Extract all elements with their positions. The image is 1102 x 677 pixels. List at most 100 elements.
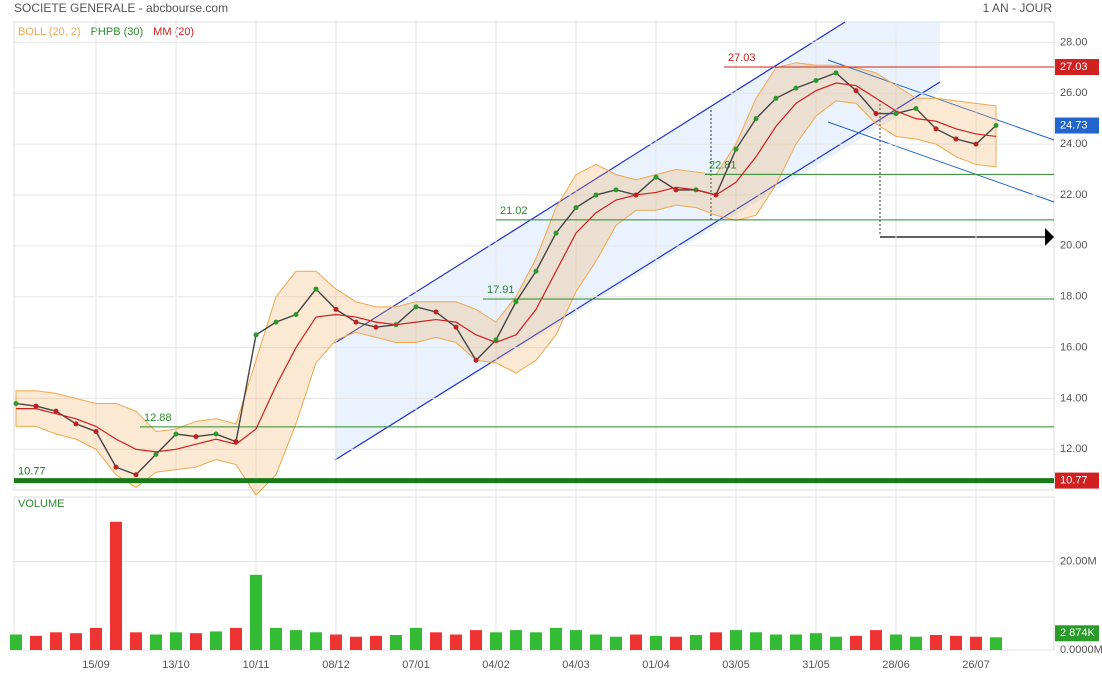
price-point <box>73 421 79 427</box>
price-point <box>873 111 879 117</box>
price-point <box>993 123 999 129</box>
price-line <box>15 72 997 476</box>
y-tick-label: 22.00 <box>1060 189 1088 201</box>
price-point <box>913 105 919 111</box>
last-volume-box <box>1055 625 1099 642</box>
volume-bar <box>630 634 642 650</box>
price-point <box>313 286 319 292</box>
volume-bar <box>110 521 122 650</box>
volume-bar <box>850 635 862 650</box>
volume-bar <box>830 636 842 650</box>
level-value-box <box>1055 59 1099 76</box>
volume-bar <box>450 634 462 650</box>
volume-bar <box>210 631 222 650</box>
volume-bar <box>130 632 142 650</box>
x-tick-label: 03/05 <box>722 659 750 671</box>
x-tick-label: 01/04 <box>642 659 670 671</box>
volume-bar <box>170 632 182 650</box>
price-point <box>733 146 739 152</box>
price-point <box>93 429 99 434</box>
volume-bar <box>710 632 722 650</box>
x-tick-label: 15/09 <box>82 659 110 671</box>
volume-bar <box>970 636 982 650</box>
x-tick-label: 28/06 <box>882 659 910 671</box>
x-tick-label: 13/10 <box>162 659 190 671</box>
price-point <box>153 451 159 457</box>
price-point <box>353 319 359 325</box>
y-tick-label: 12.00 <box>1060 443 1088 455</box>
y-tick-label: 16.00 <box>1060 341 1088 353</box>
volume-bar <box>310 632 322 650</box>
x-tick-label: 04/03 <box>562 659 590 671</box>
volume-bar <box>810 633 822 650</box>
volume-bar <box>530 632 542 650</box>
y-tick-label: 28.00 <box>1060 36 1088 48</box>
volume-bar <box>430 632 442 650</box>
volume-bar <box>350 636 362 650</box>
volume-bar <box>510 630 522 650</box>
x-tick-label: 04/02 <box>482 659 510 671</box>
price-point <box>973 141 979 147</box>
price-point <box>413 304 419 310</box>
volume-bar <box>690 634 702 650</box>
volume-bar <box>950 635 962 650</box>
price-point <box>113 464 119 470</box>
price-point <box>253 332 259 338</box>
y-tick-label: 18.00 <box>1060 291 1088 303</box>
volume-bar <box>230 627 242 650</box>
price-point <box>133 472 139 478</box>
volume-bar <box>670 636 682 650</box>
price-point <box>173 431 179 437</box>
price-point <box>273 319 279 325</box>
volume-bar <box>50 632 62 650</box>
price-point <box>653 174 659 180</box>
volume-bar <box>570 630 582 650</box>
volume-bar <box>250 574 262 650</box>
price-point <box>613 187 619 193</box>
y-tick-label: 20.00M <box>1060 555 1097 567</box>
price-point <box>53 408 59 414</box>
price-point <box>793 85 799 91</box>
x-tick-label: 08/12 <box>322 659 350 671</box>
price-point <box>13 401 19 407</box>
y-tick-label: 14.00 <box>1060 392 1088 404</box>
period: 1 AN - JOUR <box>983 1 1053 15</box>
volume-bar <box>90 627 102 650</box>
last-price: 24.73 <box>1060 119 1088 131</box>
chart-title: SOCIETE GENERALE - abcbourse.com <box>14 1 228 15</box>
level-value: 10.77 <box>1060 474 1088 486</box>
volume-bar <box>370 635 382 650</box>
last-volume: 2 874K <box>1060 627 1096 639</box>
volume-bar <box>590 634 602 650</box>
level-label: 12.88 <box>144 412 172 424</box>
volume-bar <box>750 632 762 650</box>
level-label: 27.03 <box>728 52 756 64</box>
price-point <box>853 88 859 94</box>
level-label: 22.81 <box>709 159 737 171</box>
volume-bar <box>270 627 282 650</box>
price-point <box>893 111 899 117</box>
price-point <box>833 70 839 76</box>
price-point <box>933 126 939 132</box>
x-tick-label: 07/01 <box>402 659 430 671</box>
price-point <box>553 230 559 236</box>
volume-bar <box>990 637 1002 650</box>
trend-channel <box>334 21 1055 461</box>
level-value-box <box>1055 472 1099 489</box>
price-point <box>473 357 479 363</box>
price-point <box>213 431 219 437</box>
volume-panel <box>13 496 1055 651</box>
bollinger-band <box>15 62 997 496</box>
volume-bar <box>770 634 782 650</box>
y-tick-label: 26.00 <box>1060 87 1088 99</box>
volume-bar <box>150 634 162 650</box>
volume-bar <box>190 633 202 650</box>
price-point <box>433 309 439 315</box>
volume-bar <box>10 634 22 650</box>
level-label: 21.02 <box>500 205 528 217</box>
volume-bar <box>70 633 82 650</box>
volume-bar <box>790 634 802 650</box>
y-tick-label: 24.00 <box>1060 138 1088 150</box>
price-point <box>753 116 759 122</box>
volume-bar <box>410 627 422 650</box>
